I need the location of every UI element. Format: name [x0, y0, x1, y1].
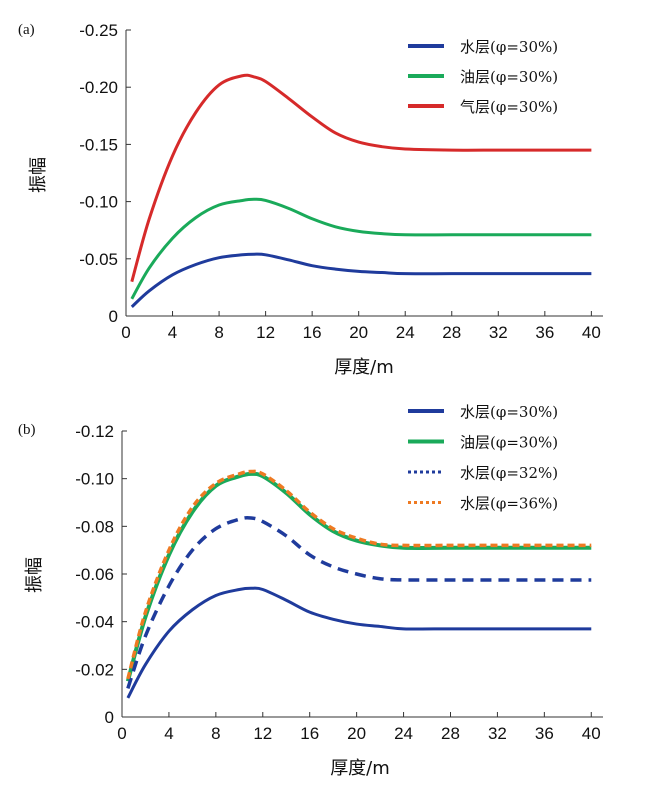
y-tick-label: -0.10 — [75, 470, 114, 489]
x-tick-label: 16 — [300, 724, 319, 743]
legend-label-2: 油层(φ=30%) — [460, 434, 558, 452]
y-tick-label: -0.04 — [75, 613, 114, 632]
x-tick-label: 24 — [396, 323, 415, 342]
x-tick-label: 20 — [349, 323, 368, 342]
x-tick-label: 32 — [488, 724, 507, 743]
legend-label-3: 水层(φ=32%) — [460, 464, 558, 482]
x-axis-title: 厚度/m — [334, 357, 394, 378]
y-tick-label: 0 — [105, 708, 114, 727]
x-tick-label: 28 — [441, 724, 460, 743]
y-tick-label: -0.15 — [79, 135, 118, 154]
x-tick-label: 12 — [256, 323, 275, 342]
series-line-1 — [130, 252, 592, 308]
y-tick-label: -0.05 — [79, 250, 118, 269]
y-axis-title: 振幅 — [28, 157, 49, 193]
x-tick-label: 36 — [535, 323, 554, 342]
y-tick-label: -0.10 — [79, 193, 118, 212]
y-tick-label: -0.06 — [75, 565, 114, 584]
x-tick-label: 0 — [117, 724, 126, 743]
chart-panel-a: (a) 0 4 8 12 16 20 24 28 32 36 40 0 -0.05 -0.10 -0.15 -0… — [18, 21, 603, 378]
legend: 水层(φ=30%) 油层(φ=30%) 水层(φ=32%) 水层(φ=36%) — [408, 403, 558, 513]
x-tick-label: 4 — [164, 724, 173, 743]
x-tick-label: 24 — [394, 724, 413, 743]
panel-label: (b) — [18, 422, 36, 438]
series-line-3 — [130, 73, 592, 283]
x-tick-label: 40 — [582, 724, 601, 743]
x-tick-label: 0 — [121, 323, 130, 342]
y-tick-label: 0 — [109, 307, 118, 326]
x-axis-title: 厚度/m — [330, 758, 390, 779]
x-tick-label: 40 — [582, 323, 601, 342]
x-tick-label: 16 — [303, 323, 322, 342]
y-tick-label: -0.25 — [79, 21, 118, 40]
series-line-2 — [130, 197, 592, 300]
x-tick-label: 28 — [442, 323, 461, 342]
legend-label-3: 气层(φ=30%) — [460, 98, 558, 116]
y-tick-label: -0.20 — [79, 78, 118, 97]
x-tick-label: 36 — [535, 724, 554, 743]
series-line-1 — [126, 586, 592, 699]
x-tick-label: 8 — [214, 323, 223, 342]
y-tick-label: -0.08 — [75, 517, 114, 536]
y-tick-label: -0.12 — [75, 422, 114, 441]
chart-panel-b: (b) 0 4 8 12 16 20 24 28 32 36 40 0 -0.02 -0.04 -0.06 -0… — [18, 403, 603, 779]
y-axis-title: 振幅 — [24, 557, 45, 593]
legend-label-2: 油层(φ=30%) — [460, 68, 558, 86]
legend: 水层(φ=30%) 油层(φ=30%) 气层(φ=30%) — [408, 38, 558, 116]
legend-label-4: 水层(φ=36%) — [460, 495, 558, 513]
x-tick-label: 4 — [168, 323, 177, 342]
x-tick-label: 20 — [347, 724, 366, 743]
legend-label-1: 水层(φ=30%) — [460, 38, 558, 56]
series-line-3 — [126, 515, 592, 689]
x-tick-label: 12 — [253, 724, 272, 743]
y-tick-label: -0.02 — [75, 660, 114, 679]
legend-label-1: 水层(φ=30%) — [460, 403, 558, 421]
x-tick-label: 8 — [211, 724, 220, 743]
panel-label: (a) — [18, 22, 35, 38]
series-line-4 — [126, 469, 592, 680]
x-tick-label: 32 — [489, 323, 508, 342]
